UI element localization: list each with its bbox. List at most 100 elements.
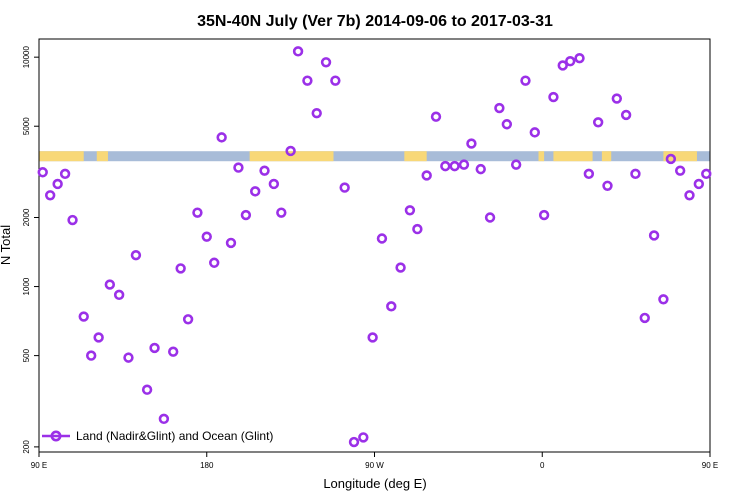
data-point [67, 214, 78, 226]
y-tick-label: 1000 [22, 277, 31, 295]
data-point [674, 165, 686, 176]
land-segment [249, 151, 334, 162]
x-axis-label: Longitude (deg E) [323, 476, 426, 491]
chart-title: 35N-40N July (Ver 7b) 2014-09-06 to 2017… [197, 13, 553, 30]
legend-marker [50, 430, 62, 442]
data-point [510, 159, 522, 170]
data-point [52, 178, 63, 190]
data-point [182, 314, 194, 325]
land-ocean-band [39, 151, 710, 162]
data-point [665, 153, 677, 165]
data-point [59, 168, 71, 180]
data-point [175, 263, 186, 274]
ocean-band [39, 151, 710, 162]
data-point [149, 342, 160, 354]
data-point [330, 75, 341, 86]
land-segment [404, 151, 427, 162]
data-point [225, 237, 237, 249]
data-point [376, 233, 388, 244]
data-point [449, 160, 460, 172]
y-tick-label: 5000 [22, 117, 31, 135]
data-point [611, 93, 623, 104]
data-point [412, 223, 423, 235]
data-point [639, 312, 650, 324]
data-point [440, 160, 451, 172]
legend-label: Land (Nadir&Glint) and Ocean (Glint) [76, 429, 273, 443]
data-point [538, 209, 550, 221]
y-axis: 200 500 1000 2000 5000 10000 [22, 45, 39, 454]
data-point [348, 436, 360, 448]
data-point [658, 294, 669, 305]
land-segment [601, 151, 612, 162]
land-segment [538, 151, 545, 162]
data-point [339, 182, 350, 193]
data-point [209, 257, 220, 268]
land-segment [39, 151, 84, 162]
data-point [630, 168, 641, 180]
data-point [320, 57, 332, 68]
data-point [104, 279, 116, 290]
data-point [501, 119, 513, 130]
data-point [529, 127, 540, 138]
plot-frame [38, 38, 711, 453]
data-point [78, 311, 89, 322]
data-point [311, 107, 322, 119]
data-point [44, 190, 56, 201]
land-segment [553, 151, 593, 162]
data-point [574, 52, 585, 64]
y-tick-label: 2000 [22, 208, 31, 226]
x-axis: 90 E 180 90 W 0 90 E [31, 452, 718, 470]
data-point [292, 46, 304, 57]
data-point [141, 384, 153, 395]
data-point [302, 75, 313, 86]
data-point [458, 159, 470, 170]
data-point [168, 346, 179, 357]
data-point [557, 60, 568, 71]
data-point [158, 413, 170, 425]
x-tick-label: 90 W [365, 461, 384, 470]
data-point [395, 262, 406, 273]
data-point [123, 352, 134, 363]
land-segment [663, 151, 697, 162]
data-point [484, 212, 496, 223]
data-point [693, 178, 705, 190]
y-tick-label: 200 [22, 440, 31, 454]
data-point [216, 132, 227, 143]
data-point [565, 56, 576, 67]
data-point [620, 109, 632, 121]
data-point [113, 289, 125, 301]
data-point [192, 207, 203, 218]
data-point [421, 170, 432, 181]
data-point [648, 230, 660, 241]
data-points [37, 46, 712, 448]
data-point [130, 249, 142, 261]
x-tick-label: 0 [540, 461, 545, 470]
data-point [285, 145, 296, 157]
data-point [37, 167, 48, 178]
x-tick-label: 90 E [702, 461, 718, 470]
data-point [367, 332, 378, 343]
data-point [701, 168, 712, 180]
data-point [268, 178, 280, 190]
data-point [85, 350, 97, 361]
data-point [233, 162, 244, 173]
data-point [276, 207, 287, 218]
land-segment [96, 151, 108, 162]
y-axis-label: N Total [0, 225, 13, 265]
x-tick-label: 90 E [31, 461, 47, 470]
data-point [93, 332, 104, 343]
data-point [548, 91, 559, 103]
data-point [684, 190, 695, 201]
y-tick-label: 500 [22, 348, 31, 362]
data-point [404, 205, 416, 216]
data-point [250, 186, 261, 197]
data-point [602, 180, 613, 191]
data-point [583, 168, 595, 180]
data-point [494, 102, 505, 114]
data-point [240, 209, 252, 221]
data-point [475, 163, 486, 175]
data-point [520, 75, 531, 86]
legend: Land (Nadir&Glint) and Ocean (Glint) [42, 429, 273, 443]
x-tick-label: 180 [200, 461, 214, 470]
